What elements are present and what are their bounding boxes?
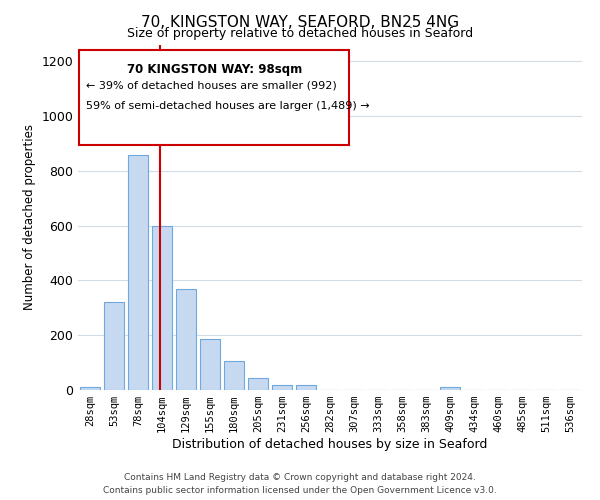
Bar xyxy=(440,388,460,390)
Bar xyxy=(80,388,100,390)
Bar xyxy=(128,154,148,390)
Text: 59% of semi-detached houses are larger (1,489) →: 59% of semi-detached houses are larger (… xyxy=(86,101,370,111)
Text: Contains HM Land Registry data © Crown copyright and database right 2024.
Contai: Contains HM Land Registry data © Crown c… xyxy=(103,474,497,495)
Y-axis label: Number of detached properties: Number of detached properties xyxy=(23,124,36,310)
X-axis label: Distribution of detached houses by size in Seaford: Distribution of detached houses by size … xyxy=(172,438,488,451)
Text: Size of property relative to detached houses in Seaford: Size of property relative to detached ho… xyxy=(127,28,473,40)
FancyBboxPatch shape xyxy=(79,50,349,145)
Text: ← 39% of detached houses are smaller (992): ← 39% of detached houses are smaller (99… xyxy=(86,80,337,90)
Bar xyxy=(272,384,292,390)
Bar xyxy=(248,378,268,390)
Bar xyxy=(200,340,220,390)
Bar xyxy=(176,288,196,390)
Bar xyxy=(104,302,124,390)
Text: 70 KINGSTON WAY: 98sqm: 70 KINGSTON WAY: 98sqm xyxy=(127,63,302,76)
Text: 70, KINGSTON WAY, SEAFORD, BN25 4NG: 70, KINGSTON WAY, SEAFORD, BN25 4NG xyxy=(141,15,459,30)
Bar xyxy=(296,384,316,390)
Bar xyxy=(152,226,172,390)
Bar xyxy=(224,361,244,390)
